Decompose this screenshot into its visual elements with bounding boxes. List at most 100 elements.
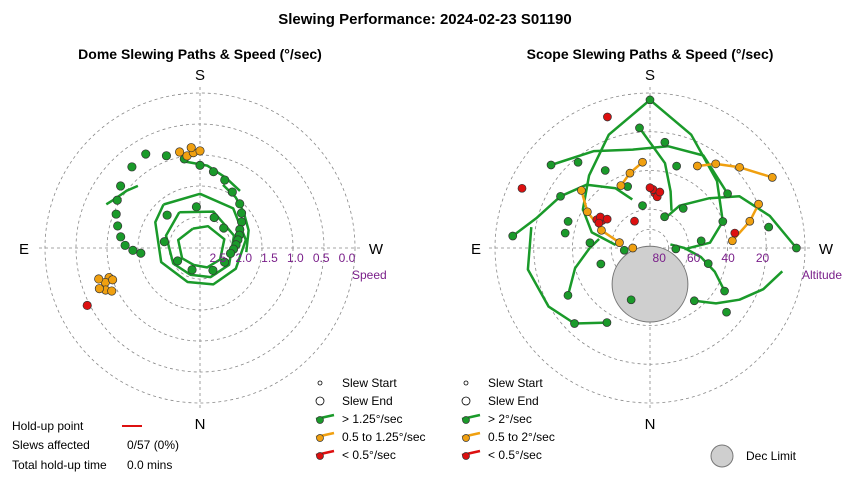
dome-slew-points: [82, 143, 247, 311]
scope-compass-n: N: [645, 416, 656, 433]
scope-slew-path: [697, 162, 773, 179]
dome-point: [208, 167, 219, 177]
scope-slew-path: [662, 195, 798, 249]
scope-point: [792, 243, 801, 253]
scope-radial-axis-title: Altitude: [802, 268, 842, 282]
dome-point: [111, 209, 121, 219]
scope-point: [660, 137, 670, 147]
scope-slew-path: [694, 270, 784, 305]
scope-radial-tick-label: 60: [687, 251, 701, 265]
scope-radial-tick-label: 20: [756, 251, 770, 265]
figure-title: Slewing Performance: 2024-02-23 S01190: [278, 11, 572, 28]
scope-point: [728, 236, 737, 246]
dome-legend-label: > 1.25°/sec: [342, 412, 403, 426]
total-holdup-value: 0.0 mins: [127, 458, 172, 472]
scope-point: [718, 217, 728, 226]
scope-slew-path: [526, 227, 607, 325]
scope-point: [735, 162, 744, 172]
scope-point: [720, 286, 729, 296]
scope-point: [517, 183, 527, 193]
scope-point: [563, 217, 573, 226]
dome-point: [175, 147, 185, 157]
scope-point: [764, 222, 774, 232]
scope-point: [655, 187, 665, 197]
scope-plot-title: Scope Slewing Paths & Speed (°/sec): [527, 46, 774, 62]
dome-point: [112, 195, 122, 205]
scope-compass-e: E: [471, 241, 481, 258]
dome-point: [209, 213, 219, 223]
scope-legend-label: > 2°/sec: [488, 412, 532, 426]
scope-polar-plot: Scope Slewing Paths & Speed (°/sec) S N …: [471, 46, 842, 433]
dome-point: [116, 181, 126, 191]
dome-compass-e: E: [19, 241, 29, 258]
scope-dec-limit: [611, 245, 689, 323]
dome-point: [116, 232, 126, 242]
scope-point: [600, 166, 610, 175]
scope-slew-points: [508, 95, 801, 328]
dome-point: [227, 187, 237, 197]
scope-slew-path: [550, 144, 729, 195]
dome-point: [159, 237, 169, 247]
dome-point: [237, 208, 247, 218]
scope-point: [585, 238, 595, 248]
dome-legend-start-marker: [317, 380, 323, 386]
dome-legend-label: Slew Start: [342, 376, 397, 390]
scope-legend-marker: [462, 416, 470, 424]
dome-point: [208, 265, 218, 275]
scope-point: [583, 207, 592, 217]
scope-point: [628, 243, 638, 253]
scope-point: [560, 228, 570, 238]
dome-point: [107, 286, 117, 296]
scope-point: [730, 228, 740, 238]
scope-legend-label: < 0.5°/sec: [488, 448, 542, 462]
scope-legend-label: 0.5 to 2°/sec: [488, 430, 555, 444]
scope-point: [625, 168, 635, 178]
scope-legend: Slew Start Slew End > 2°/sec 0.5 to 2°/sec <…: [461, 376, 797, 468]
dome-legend-marker: [316, 416, 324, 424]
dome-compass-w: W: [369, 241, 384, 258]
dome-point: [94, 284, 104, 294]
scope-legend-start-marker: [463, 380, 469, 386]
scope-point: [630, 216, 639, 226]
scope-point: [602, 318, 612, 327]
scope-point: [596, 259, 606, 269]
dome-slew-path: [164, 210, 236, 279]
dome-point: [195, 146, 205, 156]
dome-point: [191, 202, 201, 212]
scope-point: [671, 244, 681, 254]
dome-point: [82, 300, 92, 311]
scope-point: [645, 183, 655, 193]
scope-slew-path: [638, 127, 673, 211]
dome-radial-tick-label: 1.5: [261, 251, 278, 265]
scope-point: [615, 238, 624, 247]
holdup-summary: Hold-up point Slews affected 0/57 (0%) T…: [12, 419, 179, 472]
scope-point: [638, 157, 647, 167]
scope-point: [577, 186, 586, 195]
scope-legend-marker: [462, 434, 470, 442]
scope-point: [603, 112, 612, 122]
dome-radial-tick-label: 0.0: [339, 251, 356, 265]
dome-radial-tick-label: 0.5: [313, 251, 330, 265]
dome-legend-marker: [316, 452, 324, 460]
scope-point: [556, 191, 565, 201]
scope-legend-end-marker: [461, 396, 471, 406]
dome-legend-label: 0.5 to 1.25°/sec: [342, 430, 426, 444]
scope-point: [703, 259, 713, 268]
scope-point: [563, 291, 573, 300]
scope-point: [546, 160, 556, 170]
dome-compass-s: S: [195, 67, 205, 84]
scope-slew-path: [649, 98, 725, 251]
scope-point: [616, 181, 626, 190]
scope-legend-label: Slew End: [488, 394, 539, 408]
scope-point: [767, 173, 777, 182]
dome-point: [120, 240, 130, 250]
dome-point: [225, 248, 236, 258]
scope-slew-path: [670, 243, 726, 292]
scope-legend-marker: [462, 452, 470, 460]
dome-point: [162, 210, 172, 220]
scope-slew-path: [581, 98, 651, 247]
dome-point: [237, 217, 247, 227]
dome-point: [108, 275, 118, 285]
dome-point: [94, 274, 104, 284]
